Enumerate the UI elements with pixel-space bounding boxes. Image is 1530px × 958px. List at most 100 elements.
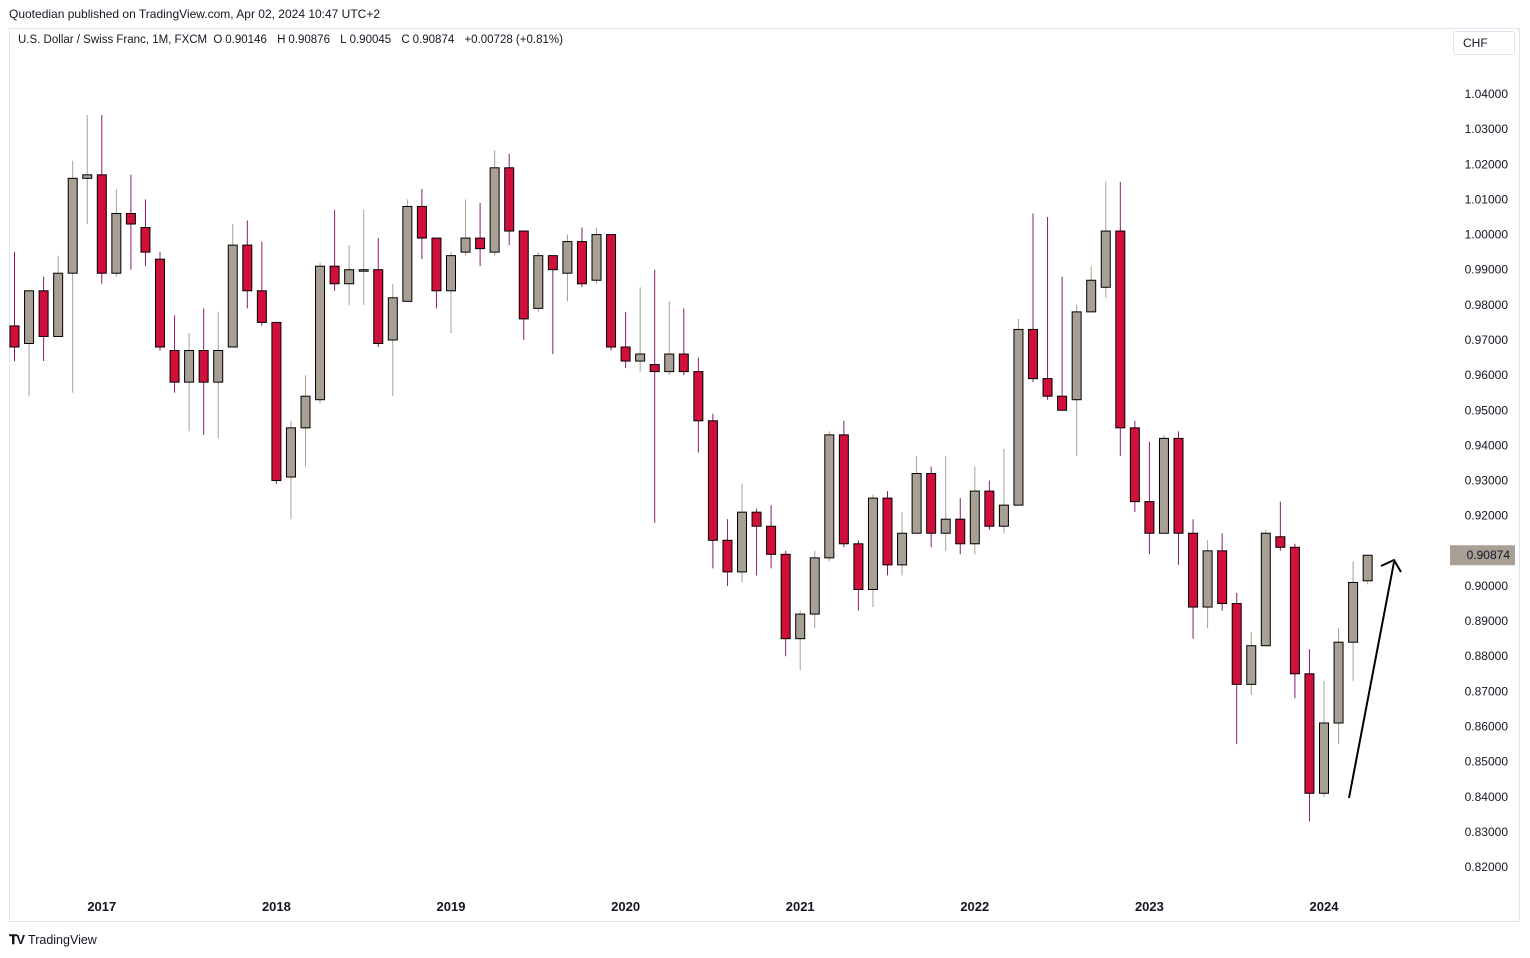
currency-selector[interactable]: CHF bbox=[1453, 31, 1515, 55]
candle[interactable] bbox=[140, 199, 151, 267]
candle[interactable] bbox=[635, 287, 646, 372]
candle[interactable] bbox=[53, 255, 64, 337]
tradingview-logo[interactable]: 𝐓V TradingView bbox=[9, 932, 97, 948]
candle[interactable] bbox=[184, 332, 195, 432]
candle[interactable] bbox=[1115, 181, 1126, 456]
candle[interactable] bbox=[38, 276, 49, 362]
candle[interactable] bbox=[358, 209, 369, 305]
candle[interactable] bbox=[838, 420, 849, 548]
candle[interactable] bbox=[882, 491, 893, 576]
candle[interactable] bbox=[198, 308, 209, 435]
candle[interactable] bbox=[1188, 519, 1199, 639]
candle[interactable] bbox=[649, 269, 660, 523]
candle[interactable] bbox=[1129, 420, 1140, 513]
candle[interactable] bbox=[955, 498, 966, 555]
candle[interactable] bbox=[155, 252, 165, 351]
candle[interactable] bbox=[1304, 649, 1315, 822]
candle[interactable] bbox=[1275, 501, 1286, 551]
candle[interactable] bbox=[67, 160, 78, 393]
candle[interactable] bbox=[664, 301, 675, 376]
candle[interactable] bbox=[795, 610, 806, 671]
candle[interactable] bbox=[460, 199, 471, 256]
candle[interactable] bbox=[547, 255, 558, 355]
candle[interactable] bbox=[285, 420, 296, 520]
candle[interactable] bbox=[693, 357, 704, 453]
candle[interactable] bbox=[111, 188, 122, 277]
upward-arrow-annotation[interactable] bbox=[1348, 558, 1402, 799]
candle[interactable] bbox=[1100, 181, 1111, 298]
candle[interactable] bbox=[1158, 434, 1169, 534]
symbol-name[interactable]: U.S. Dollar / Swiss Franc, 1M, FXCM bbox=[18, 34, 208, 46]
candle[interactable] bbox=[518, 230, 529, 340]
candle[interactable] bbox=[984, 480, 995, 530]
candle[interactable] bbox=[1013, 318, 1024, 506]
candle[interactable] bbox=[1260, 529, 1271, 647]
candle[interactable] bbox=[576, 227, 587, 288]
price-axis[interactable]: 1.04000 1.03000 1.02000 1.01000 1.00000 0.990… bbox=[1465, 87, 1509, 874]
candle[interactable] bbox=[82, 115, 93, 225]
candle[interactable] bbox=[213, 311, 224, 439]
candle[interactable] bbox=[344, 245, 355, 305]
candle[interactable] bbox=[125, 174, 136, 270]
candle[interactable] bbox=[707, 413, 718, 569]
candle[interactable] bbox=[533, 252, 544, 312]
candle[interactable] bbox=[1333, 628, 1344, 745]
candle[interactable] bbox=[9, 252, 20, 362]
candle[interactable] bbox=[809, 550, 820, 629]
candle[interactable] bbox=[416, 188, 427, 260]
time-axis[interactable]: 2017 2018 2019 2020 2021 2022 2023 2024 bbox=[87, 899, 1339, 914]
candle[interactable] bbox=[402, 199, 413, 302]
candle[interactable] bbox=[969, 466, 980, 555]
candle[interactable] bbox=[489, 150, 500, 256]
candle[interactable] bbox=[1173, 431, 1184, 565]
candle[interactable] bbox=[751, 508, 762, 576]
candle[interactable] bbox=[1028, 213, 1038, 383]
candle[interactable] bbox=[1289, 543, 1300, 699]
candle[interactable] bbox=[24, 290, 35, 397]
candle[interactable] bbox=[300, 375, 311, 467]
candle[interactable] bbox=[1362, 554, 1373, 585]
candle[interactable] bbox=[1348, 561, 1359, 681]
candle[interactable] bbox=[780, 550, 791, 657]
candle[interactable] bbox=[1319, 680, 1329, 797]
candle[interactable] bbox=[926, 466, 937, 548]
candle[interactable] bbox=[606, 234, 617, 351]
candle[interactable] bbox=[315, 262, 326, 404]
candle[interactable] bbox=[678, 308, 689, 376]
candle[interactable] bbox=[853, 540, 864, 611]
candle[interactable] bbox=[227, 224, 238, 348]
candle[interactable] bbox=[911, 455, 922, 534]
candle[interactable] bbox=[1202, 540, 1213, 629]
candle[interactable] bbox=[446, 252, 456, 333]
candle[interactable] bbox=[591, 227, 602, 284]
candle[interactable] bbox=[737, 484, 747, 583]
candle[interactable] bbox=[940, 455, 951, 551]
candle[interactable] bbox=[722, 519, 733, 586]
candle[interactable] bbox=[562, 234, 573, 302]
candle[interactable] bbox=[1071, 304, 1082, 456]
candle[interactable] bbox=[1246, 631, 1257, 695]
candle[interactable] bbox=[329, 209, 340, 291]
candle[interactable] bbox=[387, 283, 398, 397]
candle[interactable] bbox=[620, 311, 631, 369]
candle[interactable] bbox=[373, 238, 384, 348]
candle[interactable] bbox=[1217, 533, 1228, 611]
candle[interactable] bbox=[431, 237, 442, 309]
candle[interactable] bbox=[867, 494, 878, 608]
candle[interactable] bbox=[96, 115, 107, 284]
candle[interactable] bbox=[475, 202, 486, 267]
candle[interactable] bbox=[998, 448, 1009, 534]
candle[interactable] bbox=[1057, 276, 1068, 411]
candle[interactable] bbox=[271, 321, 282, 485]
candle[interactable] bbox=[824, 431, 835, 562]
candle[interactable] bbox=[897, 512, 908, 576]
candle[interactable] bbox=[169, 315, 180, 393]
candle[interactable] bbox=[1144, 441, 1155, 555]
candle[interactable] bbox=[766, 505, 777, 569]
candle[interactable] bbox=[504, 153, 515, 246]
candle[interactable] bbox=[1086, 266, 1097, 313]
candle[interactable] bbox=[256, 241, 267, 326]
candle[interactable] bbox=[1231, 592, 1242, 745]
candle[interactable] bbox=[1042, 216, 1053, 400]
